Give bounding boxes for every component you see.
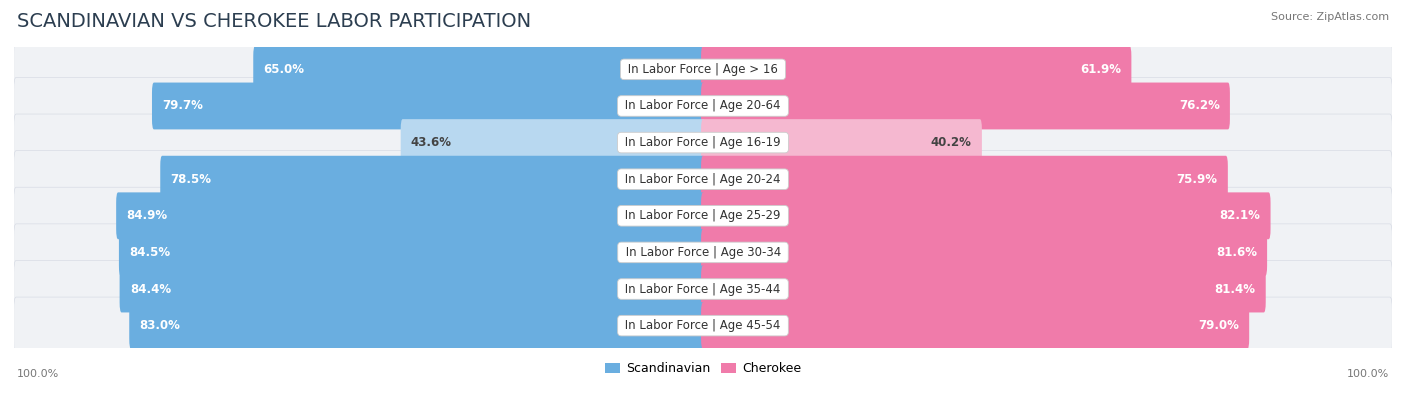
Text: 83.0%: 83.0% [139,319,180,332]
Text: 81.4%: 81.4% [1215,282,1256,295]
Text: 84.4%: 84.4% [129,282,172,295]
FancyBboxPatch shape [14,77,1392,135]
FancyBboxPatch shape [14,41,1392,98]
FancyBboxPatch shape [14,187,1392,245]
FancyBboxPatch shape [14,224,1392,281]
Text: 79.0%: 79.0% [1198,319,1239,332]
Text: 82.1%: 82.1% [1219,209,1260,222]
Text: SCANDINAVIAN VS CHEROKEE LABOR PARTICIPATION: SCANDINAVIAN VS CHEROKEE LABOR PARTICIPA… [17,12,531,31]
FancyBboxPatch shape [120,229,704,276]
Text: 81.6%: 81.6% [1216,246,1257,259]
FancyBboxPatch shape [702,83,1230,130]
FancyBboxPatch shape [401,119,704,166]
Text: 84.9%: 84.9% [127,209,167,222]
FancyBboxPatch shape [702,302,1249,349]
Text: 65.0%: 65.0% [263,63,305,76]
Legend: Scandinavian, Cherokee: Scandinavian, Cherokee [600,357,806,380]
FancyBboxPatch shape [120,265,704,312]
Text: 40.2%: 40.2% [931,136,972,149]
FancyBboxPatch shape [702,265,1265,312]
Text: 100.0%: 100.0% [1347,369,1389,379]
FancyBboxPatch shape [14,297,1392,354]
FancyBboxPatch shape [14,150,1392,208]
Text: 100.0%: 100.0% [17,369,59,379]
Text: 76.2%: 76.2% [1178,100,1220,113]
Text: 61.9%: 61.9% [1080,63,1121,76]
Text: 43.6%: 43.6% [411,136,451,149]
FancyBboxPatch shape [702,119,981,166]
FancyBboxPatch shape [702,46,1132,93]
FancyBboxPatch shape [14,260,1392,318]
Text: 79.7%: 79.7% [162,100,202,113]
Text: In Labor Force | Age 35-44: In Labor Force | Age 35-44 [621,282,785,295]
FancyBboxPatch shape [160,156,704,203]
FancyBboxPatch shape [253,46,704,93]
Text: In Labor Force | Age 30-34: In Labor Force | Age 30-34 [621,246,785,259]
FancyBboxPatch shape [702,229,1267,276]
Text: In Labor Force | Age > 16: In Labor Force | Age > 16 [624,63,782,76]
FancyBboxPatch shape [14,114,1392,171]
Text: 78.5%: 78.5% [170,173,211,186]
Text: 75.9%: 75.9% [1177,173,1218,186]
FancyBboxPatch shape [117,192,704,239]
FancyBboxPatch shape [129,302,704,349]
FancyBboxPatch shape [152,83,704,130]
Text: In Labor Force | Age 20-64: In Labor Force | Age 20-64 [621,100,785,113]
Text: In Labor Force | Age 25-29: In Labor Force | Age 25-29 [621,209,785,222]
Text: In Labor Force | Age 16-19: In Labor Force | Age 16-19 [621,136,785,149]
FancyBboxPatch shape [702,192,1271,239]
Text: In Labor Force | Age 45-54: In Labor Force | Age 45-54 [621,319,785,332]
Text: In Labor Force | Age 20-24: In Labor Force | Age 20-24 [621,173,785,186]
FancyBboxPatch shape [702,156,1227,203]
Text: 84.5%: 84.5% [129,246,170,259]
Text: Source: ZipAtlas.com: Source: ZipAtlas.com [1271,12,1389,22]
